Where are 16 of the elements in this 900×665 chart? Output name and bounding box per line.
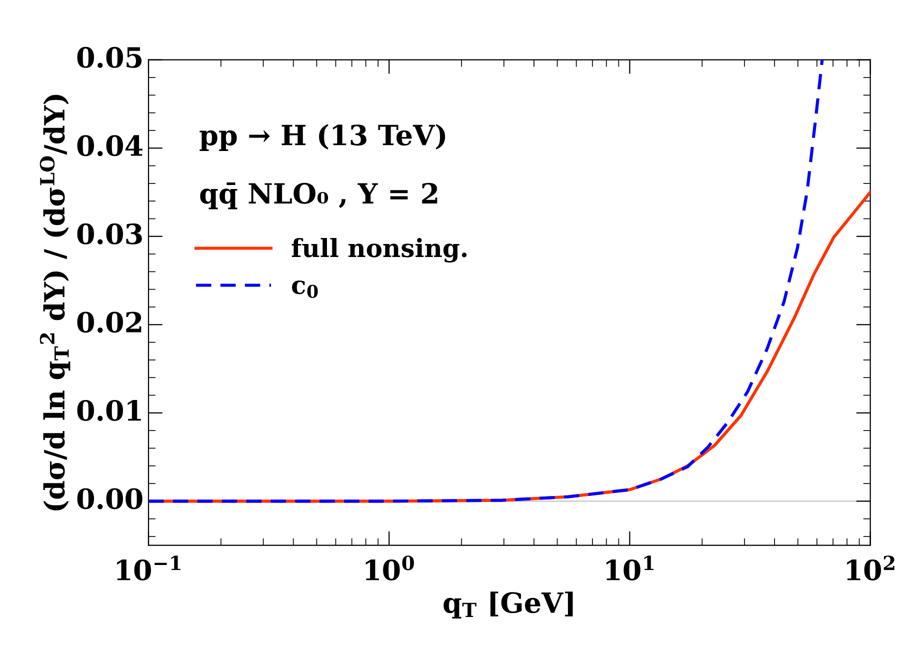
y-axis-title: (dσ/d ln q$_{T}$$^{2}$ dY) / (dσ$^{LO}$/dY) [40, 94, 70, 510]
y-tick-label: 0.02 [77, 312, 142, 333]
y-tick-label: 0.05 [77, 46, 142, 68]
y-tick-label: 0.00 [77, 488, 142, 510]
x-tick-label: 10$^{2}$ [847, 556, 894, 580]
annotation: pp → H (13 TeV) [200, 124, 446, 151]
legend-label: c$_{0}$ [292, 280, 318, 298]
x-tick-label: 10$^{1}$ [606, 556, 654, 580]
y-tick-label: 0.04 [77, 135, 143, 156]
annotation: qq̄ NLO₀ , Y = 2 [200, 182, 438, 210]
legend-label: full nonsing. [292, 238, 467, 263]
y-tick-label: 0.03 [77, 223, 142, 244]
x-tick-label: 10$^{0}$ [366, 556, 414, 580]
x-axis-title: q$_{T}$ [GeV] [444, 592, 573, 619]
y-tick-label: 0.01 [77, 400, 141, 421]
x-tick-label: 10$^{−1}$ [117, 556, 180, 580]
